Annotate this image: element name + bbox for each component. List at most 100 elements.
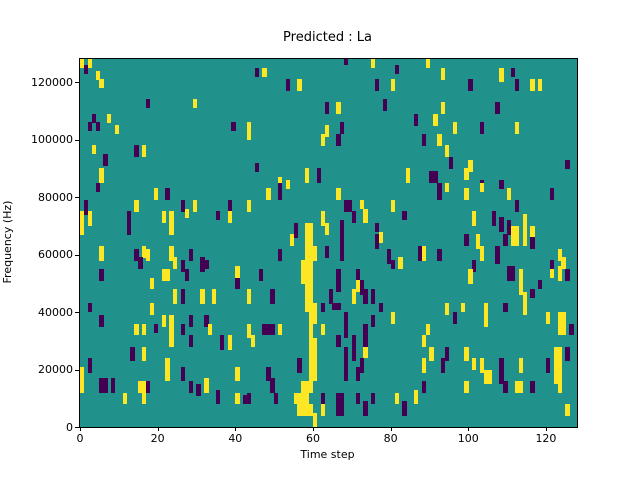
- heatmap-cell: [557, 381, 562, 393]
- heatmap-cell: [464, 168, 469, 181]
- heatmap-cell: [320, 392, 326, 405]
- heatmap-cell: [87, 122, 93, 132]
- heatmap-cell: [180, 323, 186, 336]
- heatmap-cell: [344, 59, 349, 66]
- heatmap-cell: [437, 133, 442, 146]
- y-tick-mark: [75, 254, 79, 256]
- heatmap-cell: [340, 220, 345, 261]
- heatmap-cell: [386, 248, 392, 264]
- heatmap-cell: [363, 208, 368, 224]
- heatmap-cell: [549, 188, 555, 201]
- heatmap-cell: [557, 266, 562, 281]
- heatmap-cell: [297, 358, 302, 373]
- heatmap-cell: [146, 381, 151, 393]
- heatmap-cell: [390, 312, 395, 324]
- y-tick-mark: [75, 312, 79, 313]
- heatmap-cell: [80, 59, 85, 69]
- heatmap-cell: [80, 378, 85, 393]
- heatmap-grid: [80, 59, 577, 427]
- heatmap-cell: [413, 113, 419, 126]
- heatmap-cell: [180, 289, 186, 304]
- heatmap-cell: [421, 358, 426, 373]
- heatmap-cell: [305, 283, 314, 304]
- heatmap-cell: [355, 280, 360, 293]
- heatmap-cell: [375, 79, 380, 92]
- heatmap-cell: [219, 335, 225, 350]
- heatmap-cell: [134, 145, 139, 158]
- heatmap-cell: [180, 260, 186, 273]
- heatmap-cell: [270, 289, 275, 304]
- heatmap-cell: [351, 335, 357, 362]
- heatmap-cell: [518, 358, 524, 373]
- heatmap-cell: [266, 188, 271, 201]
- heatmap-cell: [406, 168, 411, 184]
- heatmap-cell: [87, 358, 93, 373]
- heatmap-cell: [351, 211, 357, 224]
- heatmap-cell: [83, 199, 89, 215]
- heatmap-cell: [95, 182, 100, 192]
- heatmap-cell: [99, 314, 104, 327]
- heatmap-cell: [344, 199, 353, 212]
- heatmap-cell: [437, 248, 442, 261]
- heatmap-cell: [293, 222, 298, 238]
- heatmap-cell: [161, 268, 170, 281]
- heatmap-cell: [227, 335, 232, 350]
- heatmap-cell: [83, 64, 89, 74]
- heatmap-cell: [417, 245, 423, 261]
- heatmap-cell: [146, 99, 151, 109]
- heatmap-cell: [254, 162, 259, 172]
- heatmap-cell: [320, 133, 326, 146]
- heatmap-cell: [95, 70, 100, 80]
- heatmap-cell: [514, 199, 520, 212]
- heatmap-cell: [262, 67, 267, 77]
- heatmap-cell: [262, 323, 275, 336]
- heatmap-cell: [142, 145, 147, 158]
- heatmap-cell: [80, 211, 85, 235]
- y-tick-label: 60000: [38, 248, 73, 261]
- heatmap-cell: [510, 225, 520, 247]
- heatmap-cell: [429, 171, 438, 184]
- x-tick-label: 120: [535, 432, 557, 445]
- heatmap-cell: [441, 102, 446, 115]
- heatmap-cell: [297, 79, 302, 92]
- heatmap-cell: [479, 122, 485, 135]
- heatmap-cell: [212, 289, 217, 304]
- heatmap-cell: [305, 168, 310, 184]
- heatmap-cell: [91, 145, 96, 155]
- heatmap-cell: [499, 358, 504, 385]
- heatmap-cell: [235, 392, 240, 405]
- heatmap-cell: [460, 303, 465, 313]
- y-tick-mark: [75, 369, 79, 371]
- heatmap-cell: [138, 257, 143, 270]
- heatmap-cell: [258, 268, 263, 281]
- heatmap-cell: [332, 303, 341, 310]
- heatmap-cell: [390, 260, 395, 270]
- heatmap-cell: [375, 234, 380, 250]
- heatmap-cell: [468, 79, 473, 92]
- heatmap-cell: [421, 381, 426, 393]
- heatmap-cell: [545, 312, 551, 324]
- heatmap-cell: [336, 102, 341, 115]
- heatmap-cell: [270, 378, 275, 393]
- y-tick-mark: [75, 197, 79, 198]
- heatmap-cell: [503, 234, 508, 247]
- heatmap-cell: [355, 366, 360, 382]
- heatmap-cell: [161, 211, 166, 224]
- heatmap-cell: [200, 289, 205, 304]
- heatmap-cell: [495, 245, 500, 264]
- heatmap-cell: [246, 323, 252, 339]
- heatmap-cell: [483, 369, 492, 385]
- heatmap-cell: [344, 366, 349, 382]
- heatmap-cell: [557, 248, 562, 261]
- x-tick-label: 100: [457, 432, 479, 445]
- heatmap-cell: [425, 59, 430, 69]
- heatmap-cell: [421, 133, 426, 146]
- heatmap-cell: [437, 182, 442, 201]
- heatmap-cell: [569, 323, 574, 336]
- heatmap-cell: [99, 79, 104, 89]
- y-tick-label: 80000: [38, 190, 73, 204]
- heatmap-cell: [285, 179, 291, 184]
- y-tick-mark: [75, 82, 79, 83]
- heatmap-cell: [312, 412, 318, 427]
